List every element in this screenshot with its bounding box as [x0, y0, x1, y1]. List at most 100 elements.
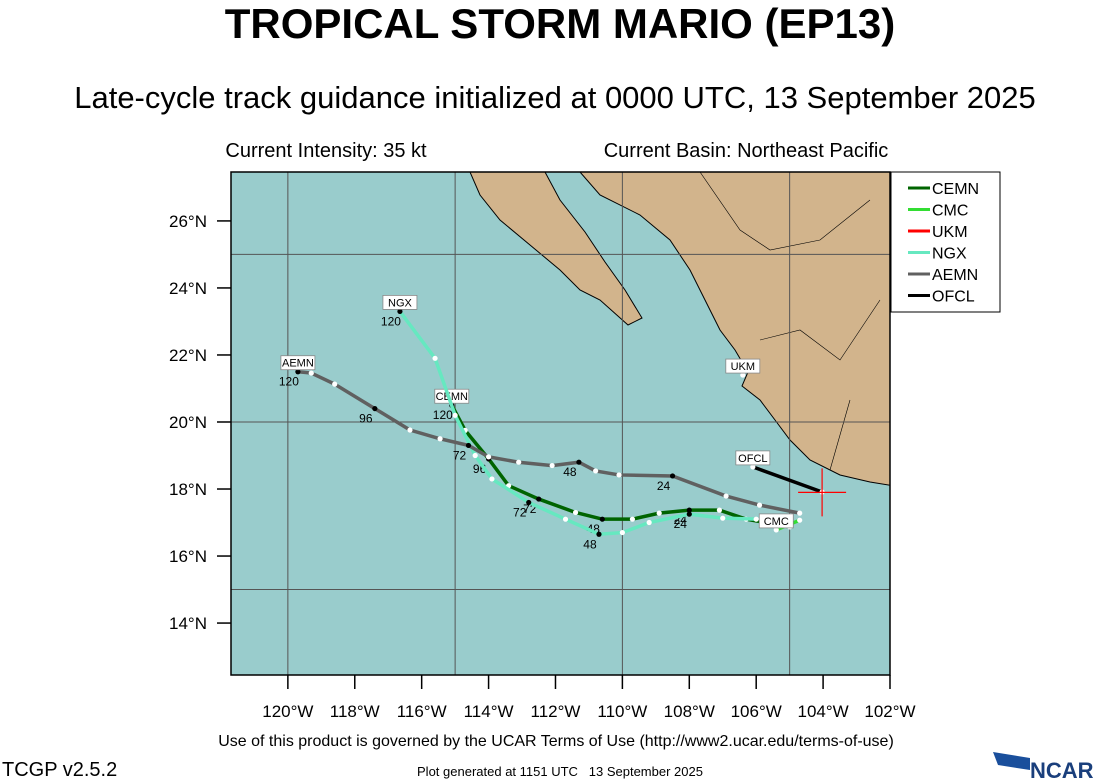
track-point: [773, 527, 779, 533]
x-tick-label: 102°W: [864, 702, 915, 721]
track-point: [669, 473, 676, 479]
land: [469, 172, 890, 486]
x-tick-label: 118°W: [330, 702, 380, 721]
hour-label: 72: [513, 505, 527, 519]
logo-mark: [993, 752, 1030, 770]
track-point: [452, 412, 458, 418]
hour-label: 48: [563, 465, 577, 479]
track-point: [549, 462, 555, 469]
track-point: [756, 502, 763, 508]
x-tick-label: 116°W: [397, 702, 447, 721]
y-tick-label: 24°N: [169, 279, 207, 298]
track-point: [753, 516, 759, 522]
track-point: [797, 517, 803, 523]
model-tag-box: [725, 358, 761, 374]
track-point: [723, 493, 729, 499]
model-tag: CEMN: [436, 391, 468, 403]
y-tick-label: 16°N: [169, 547, 207, 566]
track-point: [616, 472, 622, 478]
model-tag-box: [758, 513, 794, 529]
model-tag: AEMN: [282, 358, 314, 370]
track-point: [656, 510, 662, 516]
legend-label: CMC: [932, 203, 968, 220]
track-point: [629, 516, 636, 522]
title: TROPICAL STORM MARIO (EP13): [225, 0, 896, 47]
track-point: [407, 427, 413, 433]
track-point: [465, 442, 472, 449]
basin: Current Basin: Northeast Pacific: [604, 140, 889, 162]
model-tag: OFCL: [738, 453, 767, 465]
track-point: [720, 515, 726, 521]
model-tag: UKM: [731, 361, 755, 373]
track-point: [619, 529, 625, 536]
model-tag: NGX: [388, 297, 413, 309]
legend-label: AEMN: [932, 267, 978, 284]
track-point: [308, 370, 314, 376]
plot-layer: 24487296120CEMNCMCUKM244872120NGX2448729…: [231, 172, 890, 675]
track-point: [397, 308, 403, 315]
hour-label: 24: [657, 479, 671, 493]
model-tag: CMC: [764, 516, 789, 528]
track-point: [716, 507, 722, 513]
hour-label: 120: [433, 408, 453, 422]
track-point: [797, 510, 803, 516]
y-tick-label: 22°N: [169, 346, 207, 365]
baja-california: [469, 172, 643, 326]
y-tick-label: 20°N: [169, 413, 207, 432]
y-tick-label: 18°N: [169, 480, 207, 499]
generated-time: Plot generated at 1151 UTC 13 September …: [417, 764, 703, 779]
legend-box: [890, 171, 1001, 313]
x-tick-label: 120°W: [262, 702, 313, 721]
track-point: [372, 405, 378, 412]
hour-label: 120: [279, 375, 299, 389]
terms-of-use: Use of this product is governed by the U…: [218, 733, 894, 750]
track-point: [646, 519, 652, 526]
version: TCGP v2.5.2: [2, 759, 117, 780]
track-point: [686, 507, 692, 513]
track-point: [536, 496, 542, 502]
map-frame: [230, 171, 891, 676]
legend-label: OFCL: [932, 289, 975, 306]
track-point: [686, 511, 692, 517]
x-tick-label: 112°W: [531, 702, 581, 721]
track-point: [593, 468, 599, 474]
track-point: [572, 509, 579, 516]
x-tick-label: 106°W: [731, 702, 782, 721]
hour-label: 24: [674, 517, 688, 531]
track-point: [596, 531, 602, 537]
model-tag-box: [280, 355, 316, 371]
track-point: [485, 454, 492, 460]
intensity: Current Intensity: 35 kt: [225, 140, 427, 162]
track-point: [516, 459, 522, 465]
mainland-mexico: [579, 172, 890, 486]
track-point: [576, 459, 582, 465]
y-tick-label: 26°N: [169, 212, 207, 231]
track-point: [472, 452, 478, 459]
legend-label: NGX: [932, 246, 967, 263]
subtitle: Late-cycle track guidance initialized at…: [74, 80, 1036, 115]
hour-label: 96: [359, 412, 373, 426]
model-tag-box: [735, 450, 771, 466]
logo: NCAR: [1030, 758, 1094, 780]
track-point: [740, 372, 746, 378]
legend-label: UKM: [932, 224, 968, 241]
track-point: [599, 516, 605, 522]
y-tick-label: 14°N: [169, 614, 207, 633]
track-point: [432, 355, 438, 361]
hour-label: 120: [381, 314, 401, 328]
track-point: [562, 516, 569, 522]
hour-label: 72: [453, 448, 467, 462]
x-tick-label: 104°W: [797, 702, 848, 721]
x-tick-label: 108°W: [664, 702, 715, 721]
x-tick-label: 110°W: [597, 702, 647, 721]
x-tick-label: 114°W: [464, 702, 514, 721]
track-line: [752, 465, 823, 494]
legend-label: CEMN: [932, 181, 979, 198]
track-point: [489, 476, 495, 482]
track-point: [750, 464, 756, 470]
track-point: [295, 369, 301, 375]
hour-label: 48: [583, 537, 597, 551]
track-point: [526, 499, 532, 506]
state-borders: [699, 172, 881, 471]
